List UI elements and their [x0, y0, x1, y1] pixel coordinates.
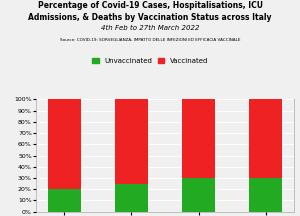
Bar [249, 178, 282, 212]
Text: Percentage of Covid-19 Cases, Hospitalisations, ICU: Percentage of Covid-19 Cases, Hospitalis… [38, 1, 262, 10]
Text: Admissions, & Deaths by Vaccination Status across Italy: Admissions, & Deaths by Vaccination Stat… [28, 13, 272, 22]
Bar [182, 99, 215, 178]
Bar [115, 99, 148, 184]
Text: 4th Feb to 27th March 2022: 4th Feb to 27th March 2022 [101, 25, 199, 32]
Bar [115, 184, 148, 212]
Bar [182, 178, 215, 212]
Text: Source: COVID-19: SORVEGLIANZA, IMPATTO DELLE INFEZIONI ED EFFICACIA VACCINALE: Source: COVID-19: SORVEGLIANZA, IMPATTO … [60, 38, 240, 42]
Bar [249, 99, 282, 178]
Bar [48, 99, 81, 189]
Bar [48, 189, 81, 212]
Legend: Unvaccinated, Vaccinated: Unvaccinated, Vaccinated [89, 55, 211, 67]
